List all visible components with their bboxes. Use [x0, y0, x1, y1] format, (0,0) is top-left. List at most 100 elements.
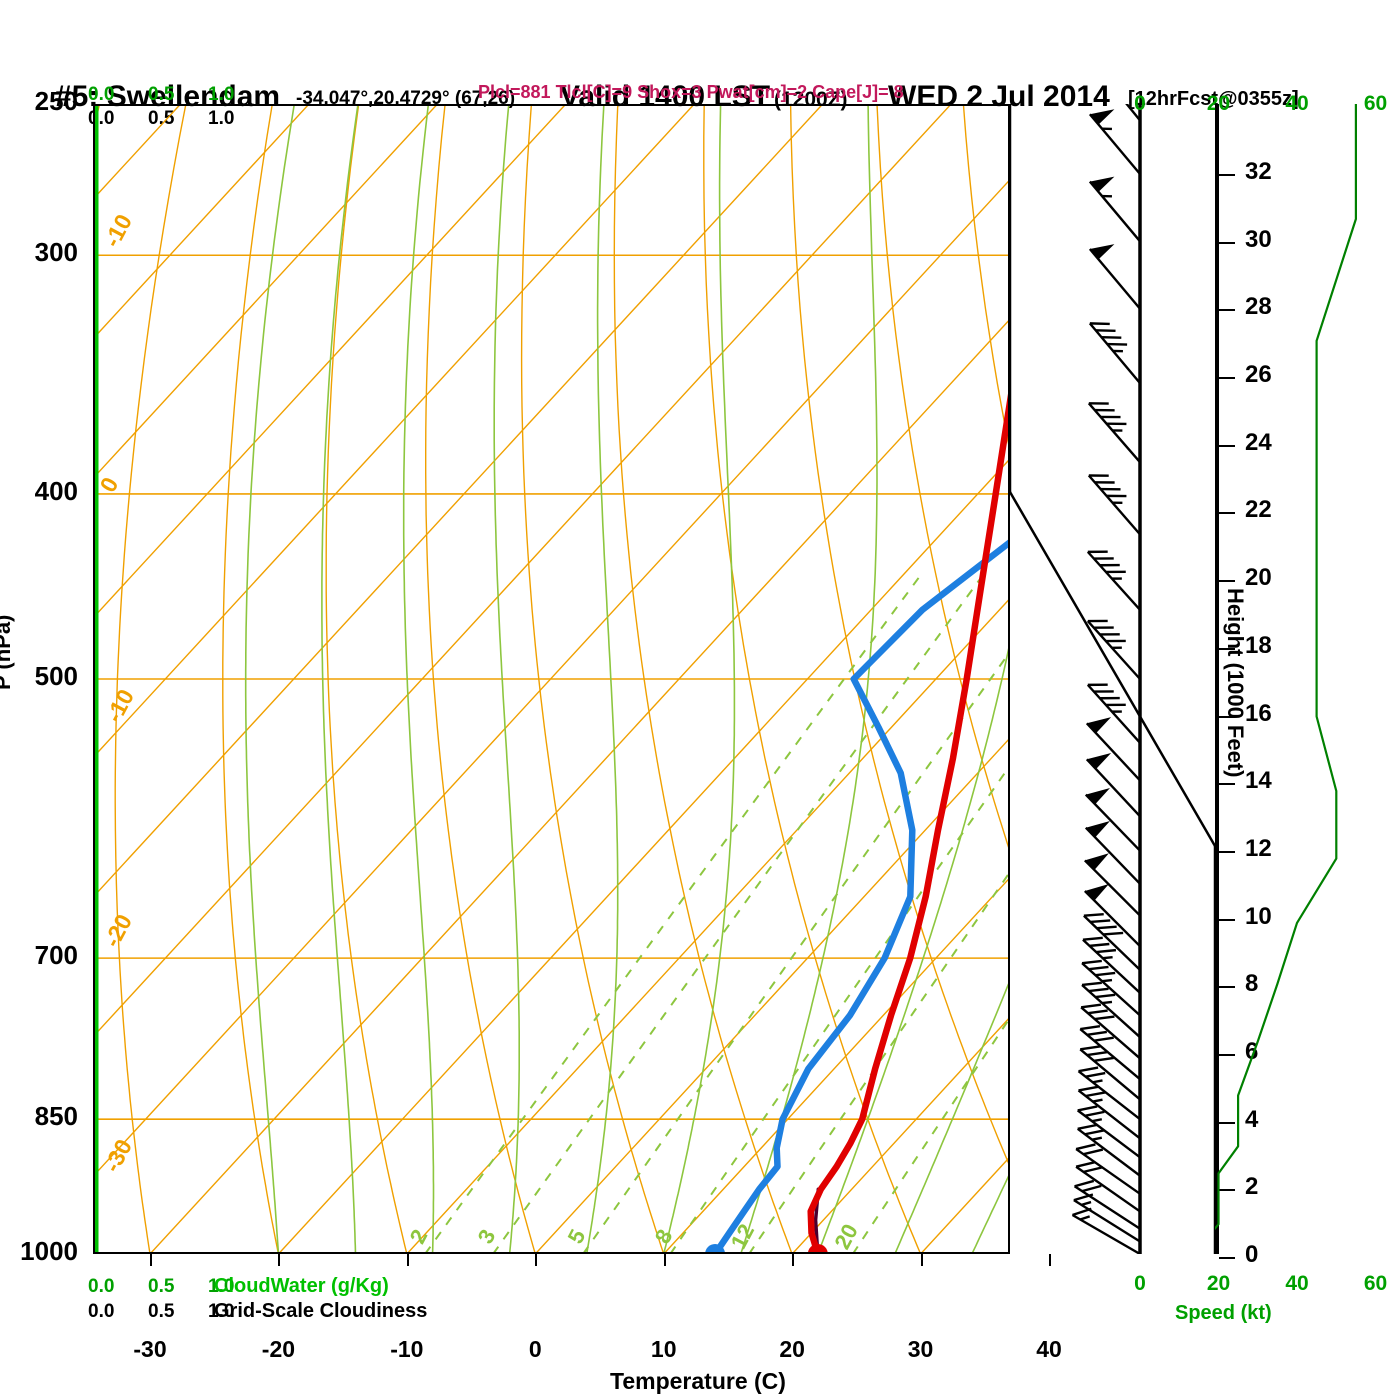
mixing-ratio-label: 3	[473, 1225, 501, 1248]
height-tick-mark	[1219, 918, 1235, 921]
speed-tick-top-40: 40	[1285, 92, 1309, 115]
speed-tick-top-20: 20	[1193, 92, 1245, 116]
height-tick-16: 16	[1245, 699, 1272, 727]
wind-barb	[1088, 176, 1141, 243]
cloudiness-tick-bottom-1: 0.5	[148, 1301, 175, 1322]
mixing-ratio-label: 20	[829, 1220, 863, 1253]
height-tick-mark	[1219, 715, 1235, 718]
height-tick-20: 20	[1245, 564, 1272, 592]
height-tick-22: 22	[1245, 496, 1272, 524]
dry-adiabat-label: 0	[94, 473, 123, 497]
temperature-tick--10: -10	[390, 1336, 424, 1362]
wind-barb	[1088, 109, 1141, 175]
pressure-tick-500: 500	[34, 661, 78, 691]
wind-barb	[1083, 853, 1141, 917]
dewpoint-profile	[711, 538, 1010, 1254]
cloudwater-legend: CloudWater (g/Kg)	[214, 1275, 389, 1297]
cloudwater-tick-bottom-0: 0.0	[88, 1276, 115, 1297]
wind-barb	[1075, 1160, 1141, 1213]
pressure-tick-400: 400	[34, 475, 78, 506]
speed-tick-bottom-20: 20	[1206, 1272, 1231, 1295]
dry-adiabat-label: -20	[98, 910, 137, 952]
height-tick-8: 8	[1245, 970, 1259, 998]
height-tick-mark	[1219, 580, 1235, 583]
wind-barb	[1077, 1085, 1141, 1140]
pressure-tick-250: 250	[34, 86, 78, 116]
temperature-tick-30: 30	[907, 1336, 934, 1362]
cloudwater-tick-bottom-2: 1.0	[208, 1276, 235, 1297]
wind-barb	[1073, 1179, 1141, 1230]
title-bar: #5: Swellendam -34.047°,20.4729° (67,26)…	[0, 40, 1400, 113]
height-tick-mark	[1219, 986, 1235, 989]
height-tick-mark	[1219, 241, 1235, 244]
wind-barb	[1088, 322, 1141, 384]
wind-barb	[1076, 1123, 1141, 1177]
speed-tick-top-60: 60	[1363, 92, 1388, 115]
height-tick-mark	[1219, 512, 1235, 515]
temperature-tick-mark	[663, 1254, 666, 1266]
wind-barb	[1081, 981, 1141, 1039]
temperature-tick-40: 40	[1036, 1336, 1062, 1362]
valid-time: Valid 1400 LST	[560, 80, 771, 113]
wind-barb	[1086, 619, 1141, 680]
temperature-axis-label: Temperature (C)	[610, 1368, 786, 1394]
temperature-tick-mark	[150, 1254, 152, 1266]
pressure-tick-300: 300	[34, 237, 78, 268]
height-tick-10: 10	[1245, 902, 1272, 930]
cloudiness-tick-top-1: 0.5	[148, 108, 175, 129]
cloudiness-tick-bottom-0: 0.0	[88, 1301, 115, 1322]
height-axis-line	[1215, 104, 1219, 1254]
height-tick-mark	[1219, 1257, 1235, 1259]
wind-barb	[1075, 1143, 1141, 1195]
pressure-tick-1000: 1000	[20, 1236, 78, 1266]
cloudwater-tick-top-2: 1.0	[208, 84, 235, 105]
wind-barb	[1071, 1207, 1141, 1254]
sounding-parameters: Plcl=881 Tlcl[C]=9 Shox=3 Pwat[cm]=2 Cap…	[478, 82, 904, 102]
height-tick-18: 18	[1245, 631, 1272, 659]
wind-barb	[1079, 1024, 1141, 1081]
wind-barb	[1125, 104, 1141, 122]
wind-barb	[1082, 936, 1141, 994]
wind-barb	[1076, 1105, 1141, 1159]
temperature-tick-mark	[406, 1254, 409, 1266]
pressure-tick-850: 850	[34, 1101, 78, 1132]
cloudiness-legend: Grid-Scale Cloudiness	[214, 1300, 428, 1322]
wind-barb	[1086, 683, 1141, 744]
temperature-tick--20: -20	[261, 1336, 296, 1362]
height-tick-32: 32	[1245, 158, 1272, 185]
cloudiness-tick-top-2: 1.0	[208, 108, 235, 129]
cloudiness-tick-bottom-2: 1.0	[208, 1301, 235, 1322]
wind-barb	[1081, 959, 1141, 1017]
wind-barb	[1083, 912, 1141, 971]
height-tick-28: 28	[1245, 293, 1272, 321]
wind-barb	[1087, 474, 1141, 536]
temperature-tick-0: 0	[528, 1336, 542, 1362]
dry-adiabat-label: -10	[100, 685, 139, 727]
wind-barb-svg	[1010, 104, 1215, 1254]
pressure-tick-700: 700	[34, 940, 78, 971]
mixing-ratio-label: 2	[405, 1225, 433, 1248]
speed-tick-bottom-40: 40	[1285, 1272, 1309, 1295]
speed-tick-top-0: 0	[1134, 92, 1146, 115]
height-tick-mark	[1219, 1053, 1235, 1056]
height-tick-2: 2	[1245, 1173, 1259, 1201]
temperature-tick-mark	[792, 1254, 795, 1266]
wind-barb-panel	[1010, 104, 1215, 1254]
height-tick-26: 26	[1245, 361, 1272, 389]
height-tick-4: 4	[1245, 1105, 1259, 1133]
wind-barb	[1083, 884, 1141, 948]
height-tick-mark	[1219, 1121, 1235, 1124]
dry-adiabat-label: -30	[98, 1135, 137, 1177]
dry-adiabat-label: -10	[98, 210, 137, 252]
temperature-profile	[807, 380, 1010, 1254]
speed-axis-label: Speed (kt)	[1175, 1302, 1272, 1324]
height-tick-6: 6	[1245, 1037, 1259, 1065]
height-tick-mark	[1219, 444, 1235, 447]
height-tick-30: 30	[1245, 225, 1272, 253]
height-tick-14: 14	[1245, 767, 1272, 795]
temperature-tick-10: 10	[650, 1336, 677, 1362]
wind-barb	[1084, 788, 1141, 852]
temperature-tick-mark	[1049, 1254, 1051, 1266]
